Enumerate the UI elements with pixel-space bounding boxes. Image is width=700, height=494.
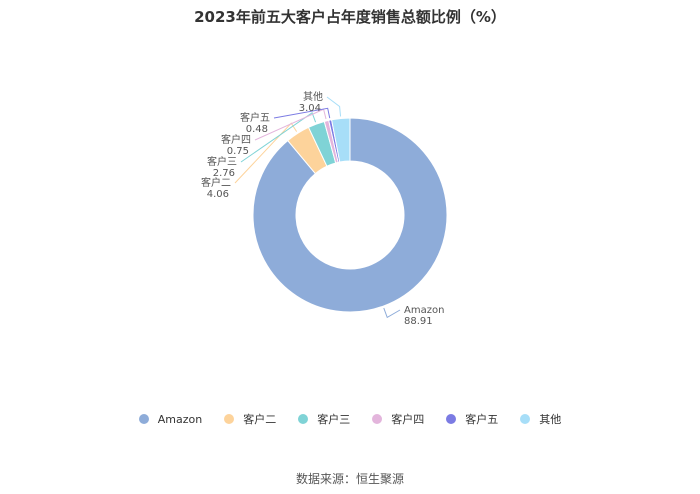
legend-item-amazon[interactable]: Amazon <box>138 411 203 427</box>
slice-value-other: 3.04 <box>299 103 321 114</box>
slice-value-amazon: 88.91 <box>404 316 433 327</box>
slice-amazon[interactable] <box>252 117 448 313</box>
legend-item-customer-2[interactable]: 客户二 <box>224 411 276 427</box>
legend: Amazon 客户二 客户三 客户四 客户五 其他 <box>0 411 700 427</box>
leader-line-customer-3 <box>240 112 317 163</box>
legend-marker <box>298 414 309 424</box>
data-source: 数据来源：恒生聚源 <box>295 472 404 486</box>
leader-lines <box>234 96 401 319</box>
leader-line-customer-2 <box>234 122 298 184</box>
legend-marker <box>372 414 383 424</box>
legend-item-customer-5[interactable]: 客户五 <box>446 411 498 427</box>
legend-label: 客户四 <box>391 413 425 426</box>
legend-marker <box>224 414 235 424</box>
slice-label-amazon: Amazon <box>404 305 444 316</box>
leader-line-amazon <box>383 307 401 319</box>
legend-label: 客户三 <box>317 413 351 426</box>
legend-marker <box>446 414 457 424</box>
slice-label-customer-5: 客户五 <box>240 111 270 124</box>
slice-label-customer-4: 客户四 <box>221 133 251 146</box>
legend-label: 客户二 <box>243 413 277 426</box>
slice-label-other: 其他 <box>303 90 323 103</box>
slice-value-customer-5: 0.48 <box>246 124 268 135</box>
legend-label: 客户五 <box>465 413 499 426</box>
leader-line-customer-5 <box>273 107 331 119</box>
slice-label-customer-2: 客户二 <box>201 176 231 189</box>
legend-label: Amazon <box>157 412 203 426</box>
slice-label-customer-3: 客户三 <box>207 155 237 168</box>
legend-marker <box>520 414 531 424</box>
legend-marker <box>138 414 149 424</box>
chart-title: 2023年前五大客户占年度销售总额比例（%） <box>194 8 506 26</box>
slice-value-customer-4: 0.75 <box>227 146 249 157</box>
slice-other[interactable] <box>330 117 351 163</box>
legend-label: 其他 <box>539 413 562 426</box>
legend-item-other[interactable]: 其他 <box>520 411 561 427</box>
legend-item-customer-4[interactable]: 客户四 <box>372 411 424 427</box>
slice-value-customer-2: 4.06 <box>207 189 229 200</box>
slices <box>252 117 448 313</box>
legend-item-customer-3[interactable]: 客户三 <box>298 411 350 427</box>
slice-value-customer-3: 2.76 <box>213 168 235 179</box>
leader-line-other <box>326 96 342 117</box>
